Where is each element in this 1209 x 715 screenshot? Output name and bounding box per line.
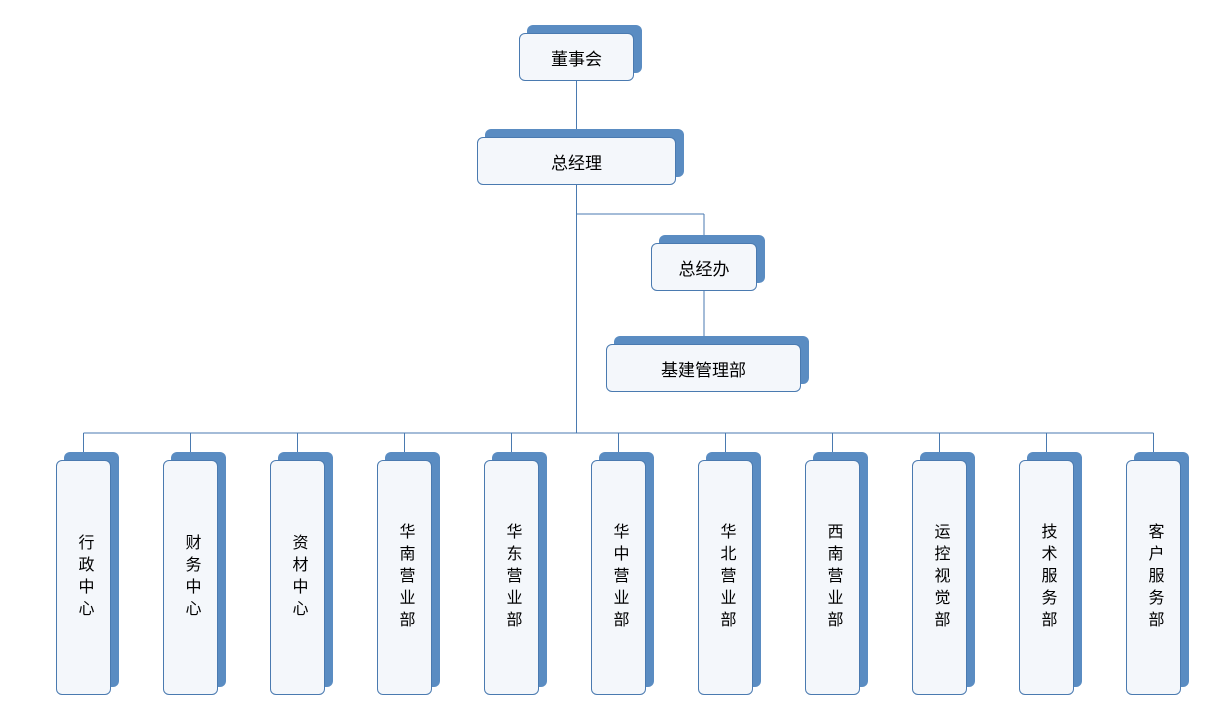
node-label: 行政中心 <box>72 534 96 622</box>
node-label: 董事会 <box>551 45 602 70</box>
node-label: 总经理 <box>551 149 602 174</box>
node-face: 西南营业部 <box>805 460 860 695</box>
node-face: 华北营业部 <box>698 460 753 695</box>
node-face: 总经办 <box>651 243 757 291</box>
node-face: 资材中心 <box>270 460 325 695</box>
node-dept5: 华中营业部 <box>591 452 654 695</box>
node-dept10: 客户服务部 <box>1126 452 1189 695</box>
node-dept4: 华东营业部 <box>484 452 547 695</box>
node-dept1: 财务中心 <box>163 452 226 695</box>
node-label: 财务中心 <box>179 534 203 622</box>
node-label: 华中营业部 <box>607 523 631 633</box>
node-label: 运控视觉部 <box>928 523 952 633</box>
node-dept6: 华北营业部 <box>698 452 761 695</box>
node-face: 技术服务部 <box>1019 460 1074 695</box>
node-face: 董事会 <box>519 33 634 81</box>
node-face: 总经理 <box>477 137 676 185</box>
node-gm: 总经理 <box>477 129 684 185</box>
node-face: 华东营业部 <box>484 460 539 695</box>
node-label: 华东营业部 <box>500 523 524 633</box>
node-dept3: 华南营业部 <box>377 452 440 695</box>
node-label: 资材中心 <box>286 534 310 622</box>
node-dept9: 技术服务部 <box>1019 452 1082 695</box>
node-label: 西南营业部 <box>821 523 845 633</box>
org-chart-stage: 董事会总经理总经办基建管理部行政中心 财务中心 资材中心 华南营业部 华东营业部 华中营业… <box>0 0 1209 715</box>
node-label: 总经办 <box>679 255 730 280</box>
node-infra: 基建管理部 <box>606 336 809 392</box>
node-face: 运控视觉部 <box>912 460 967 695</box>
node-dept0: 行政中心 <box>56 452 119 695</box>
node-face: 华中营业部 <box>591 460 646 695</box>
node-face: 客户服务部 <box>1126 460 1181 695</box>
node-dept7: 西南营业部 <box>805 452 868 695</box>
node-dept8: 运控视觉部 <box>912 452 975 695</box>
node-face: 基建管理部 <box>606 344 801 392</box>
node-gmo: 总经办 <box>651 235 765 291</box>
node-label: 基建管理部 <box>661 356 746 381</box>
node-face: 行政中心 <box>56 460 111 695</box>
node-label: 华北营业部 <box>714 523 738 633</box>
node-label: 客户服务部 <box>1142 523 1166 633</box>
node-face: 华南营业部 <box>377 460 432 695</box>
node-dept2: 资材中心 <box>270 452 333 695</box>
node-face: 财务中心 <box>163 460 218 695</box>
node-label: 技术服务部 <box>1035 523 1059 633</box>
node-label: 华南营业部 <box>393 523 417 633</box>
node-board: 董事会 <box>519 25 642 81</box>
